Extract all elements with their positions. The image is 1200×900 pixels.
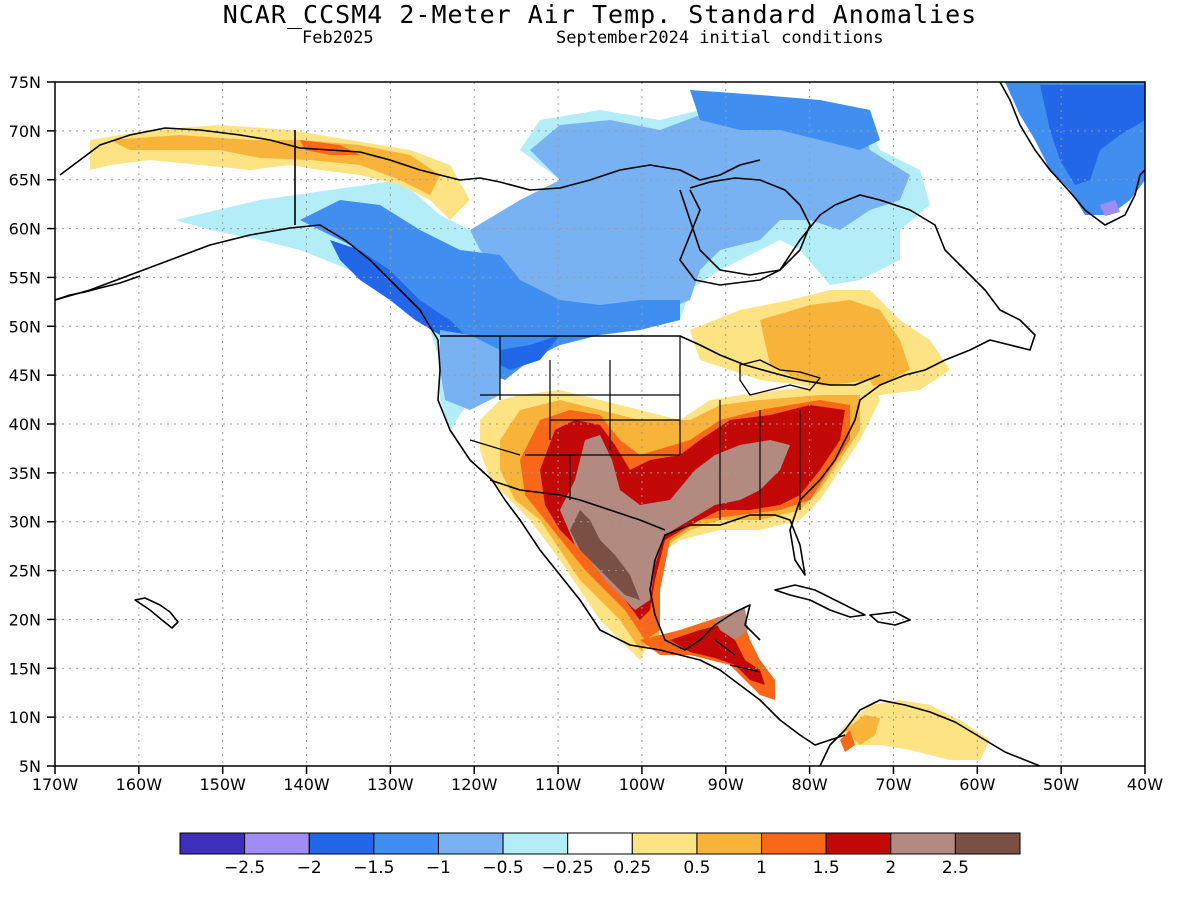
lon-tick-label: 120W bbox=[451, 775, 498, 794]
colorbar-label: −0.5 bbox=[482, 858, 523, 878]
coastline-greenland bbox=[999, 82, 1145, 226]
lon-tick-label: 130W bbox=[367, 775, 414, 794]
graticule bbox=[55, 82, 1145, 766]
border-us-states bbox=[469, 336, 801, 520]
colorbar-swatch bbox=[244, 832, 310, 855]
lat-tick-label: 20N bbox=[9, 610, 41, 629]
anomaly-region-camerica-2 bbox=[670, 625, 765, 685]
lon-tick-label: 110W bbox=[535, 775, 582, 794]
lon-tick-label: 40W bbox=[1127, 775, 1163, 794]
colorbar-swatch bbox=[179, 832, 246, 855]
anomaly-region-greenland-purple bbox=[1100, 200, 1120, 216]
colorbar-label: 1 bbox=[756, 858, 767, 878]
lat-tick-label: 15N bbox=[9, 659, 41, 678]
anomaly-region-neg15 bbox=[330, 240, 560, 370]
lon-tick-label: 80W bbox=[792, 775, 828, 794]
coastline-aleutians bbox=[55, 275, 141, 301]
colorbar-swatch bbox=[761, 832, 827, 855]
anomaly-region-samerica-15 bbox=[840, 730, 855, 752]
lon-tick-label: 150W bbox=[200, 775, 247, 794]
coastline-south-america bbox=[819, 699, 1041, 766]
colorbar-swatch bbox=[308, 832, 375, 855]
colorbar-label: 0.25 bbox=[613, 858, 651, 878]
lat-tick-label: 25N bbox=[9, 562, 41, 581]
forecast-month: Feb2025 bbox=[302, 28, 374, 48]
colorbar-label: 0.5 bbox=[683, 858, 710, 878]
map-title: NCAR_CCSM4 2-Meter Air Temp. Standard An… bbox=[222, 0, 978, 29]
anomaly-fields bbox=[90, 82, 1145, 760]
colorbar bbox=[179, 832, 1021, 855]
lat-tick-label: 10N bbox=[9, 708, 41, 727]
colorbar-swatch bbox=[502, 832, 569, 855]
colorbar-label: 1.5 bbox=[813, 858, 840, 878]
coastline-cuba bbox=[774, 584, 866, 618]
latitude-axis: 75N 70N 65N 60N 55N 50N 45N 40N 35N 30N 25N 20N 15N 1… bbox=[9, 73, 55, 776]
anomaly-region-greenland-core bbox=[1040, 85, 1145, 185]
coastline-hispaniola bbox=[869, 611, 911, 626]
colorbar-label: −2 bbox=[297, 858, 322, 878]
coastline-hawaii bbox=[134, 597, 179, 629]
colorbar-labels: −2.5 −2 −1.5 −1 −0.5 −0.25 0.25 0.5 1 1.5 2 2.5 bbox=[224, 858, 969, 878]
lon-tick-label: 160W bbox=[116, 775, 163, 794]
lon-tick-label: 100W bbox=[619, 775, 666, 794]
colorbar-swatch bbox=[954, 832, 1021, 855]
colorbar-swatch bbox=[890, 832, 956, 855]
anomaly-region-coast-cool bbox=[440, 330, 500, 410]
border-central-america bbox=[714, 639, 761, 673]
coastline-gulf-east bbox=[649, 189, 1036, 651]
lat-tick-label: 55N bbox=[9, 268, 41, 287]
colorbar-swatch bbox=[825, 832, 892, 855]
lat-tick-label: 60N bbox=[9, 220, 41, 239]
coastline-hudson-bay bbox=[679, 177, 811, 276]
lon-tick-label: 140W bbox=[283, 775, 330, 794]
lat-tick-label: 70N bbox=[9, 122, 41, 141]
lon-tick-label: 90W bbox=[708, 775, 744, 794]
anomaly-region-neg1 bbox=[300, 200, 680, 380]
anomaly-region-alaska-1 bbox=[110, 135, 440, 195]
anomaly-region-ecanada-1 bbox=[760, 300, 910, 390]
colorbar-label: −1.5 bbox=[353, 858, 394, 878]
lon-tick-label: 60W bbox=[959, 775, 995, 794]
colorbar-swatch bbox=[567, 832, 633, 855]
initial-conditions: September2024 initial conditions bbox=[556, 28, 884, 48]
anomaly-region-camerica-25 bbox=[715, 608, 748, 640]
colorbar-swatch bbox=[373, 832, 439, 855]
coastline-arctic bbox=[59, 127, 761, 191]
lat-tick-label: 30N bbox=[9, 513, 41, 532]
lat-tick-label: 45N bbox=[9, 366, 41, 385]
border-us-canada bbox=[440, 335, 881, 386]
colorbar-label: 2 bbox=[885, 858, 896, 878]
colorbar-swatch bbox=[696, 832, 763, 855]
lat-tick-label: 50N bbox=[9, 317, 41, 336]
colorbar-swatch bbox=[437, 832, 504, 855]
anomaly-region-samerica-05 bbox=[840, 700, 990, 760]
colorbar-swatch bbox=[631, 832, 698, 855]
lat-tick-label: 5N bbox=[19, 757, 41, 776]
anomaly-region-arctic bbox=[690, 90, 880, 150]
colorbar-label: −0.25 bbox=[542, 858, 594, 878]
lon-tick-label: 170W bbox=[32, 775, 79, 794]
coastline-north-america bbox=[55, 224, 846, 746]
anomaly-region-samerica-1 bbox=[845, 715, 880, 745]
colorbar-label: −1 bbox=[426, 858, 451, 878]
coastline-great-lakes bbox=[739, 359, 821, 396]
lon-tick-label: 50W bbox=[1043, 775, 1079, 794]
coastlines bbox=[55, 82, 1145, 766]
anomaly-region-south-max bbox=[570, 510, 640, 600]
lat-tick-label: 35N bbox=[9, 464, 41, 483]
longitude-axis: 170W 160W 150W 140W 130W 120W 110W 100W 90W 80W 70… bbox=[32, 766, 1163, 794]
colorbar-label: 2.5 bbox=[942, 858, 969, 878]
lon-tick-label: 70W bbox=[875, 775, 911, 794]
border-us-mexico bbox=[489, 479, 666, 531]
lat-tick-label: 75N bbox=[9, 73, 41, 92]
lat-tick-label: 65N bbox=[9, 171, 41, 190]
lat-tick-label: 40N bbox=[9, 415, 41, 434]
colorbar-label: −2.5 bbox=[224, 858, 265, 878]
